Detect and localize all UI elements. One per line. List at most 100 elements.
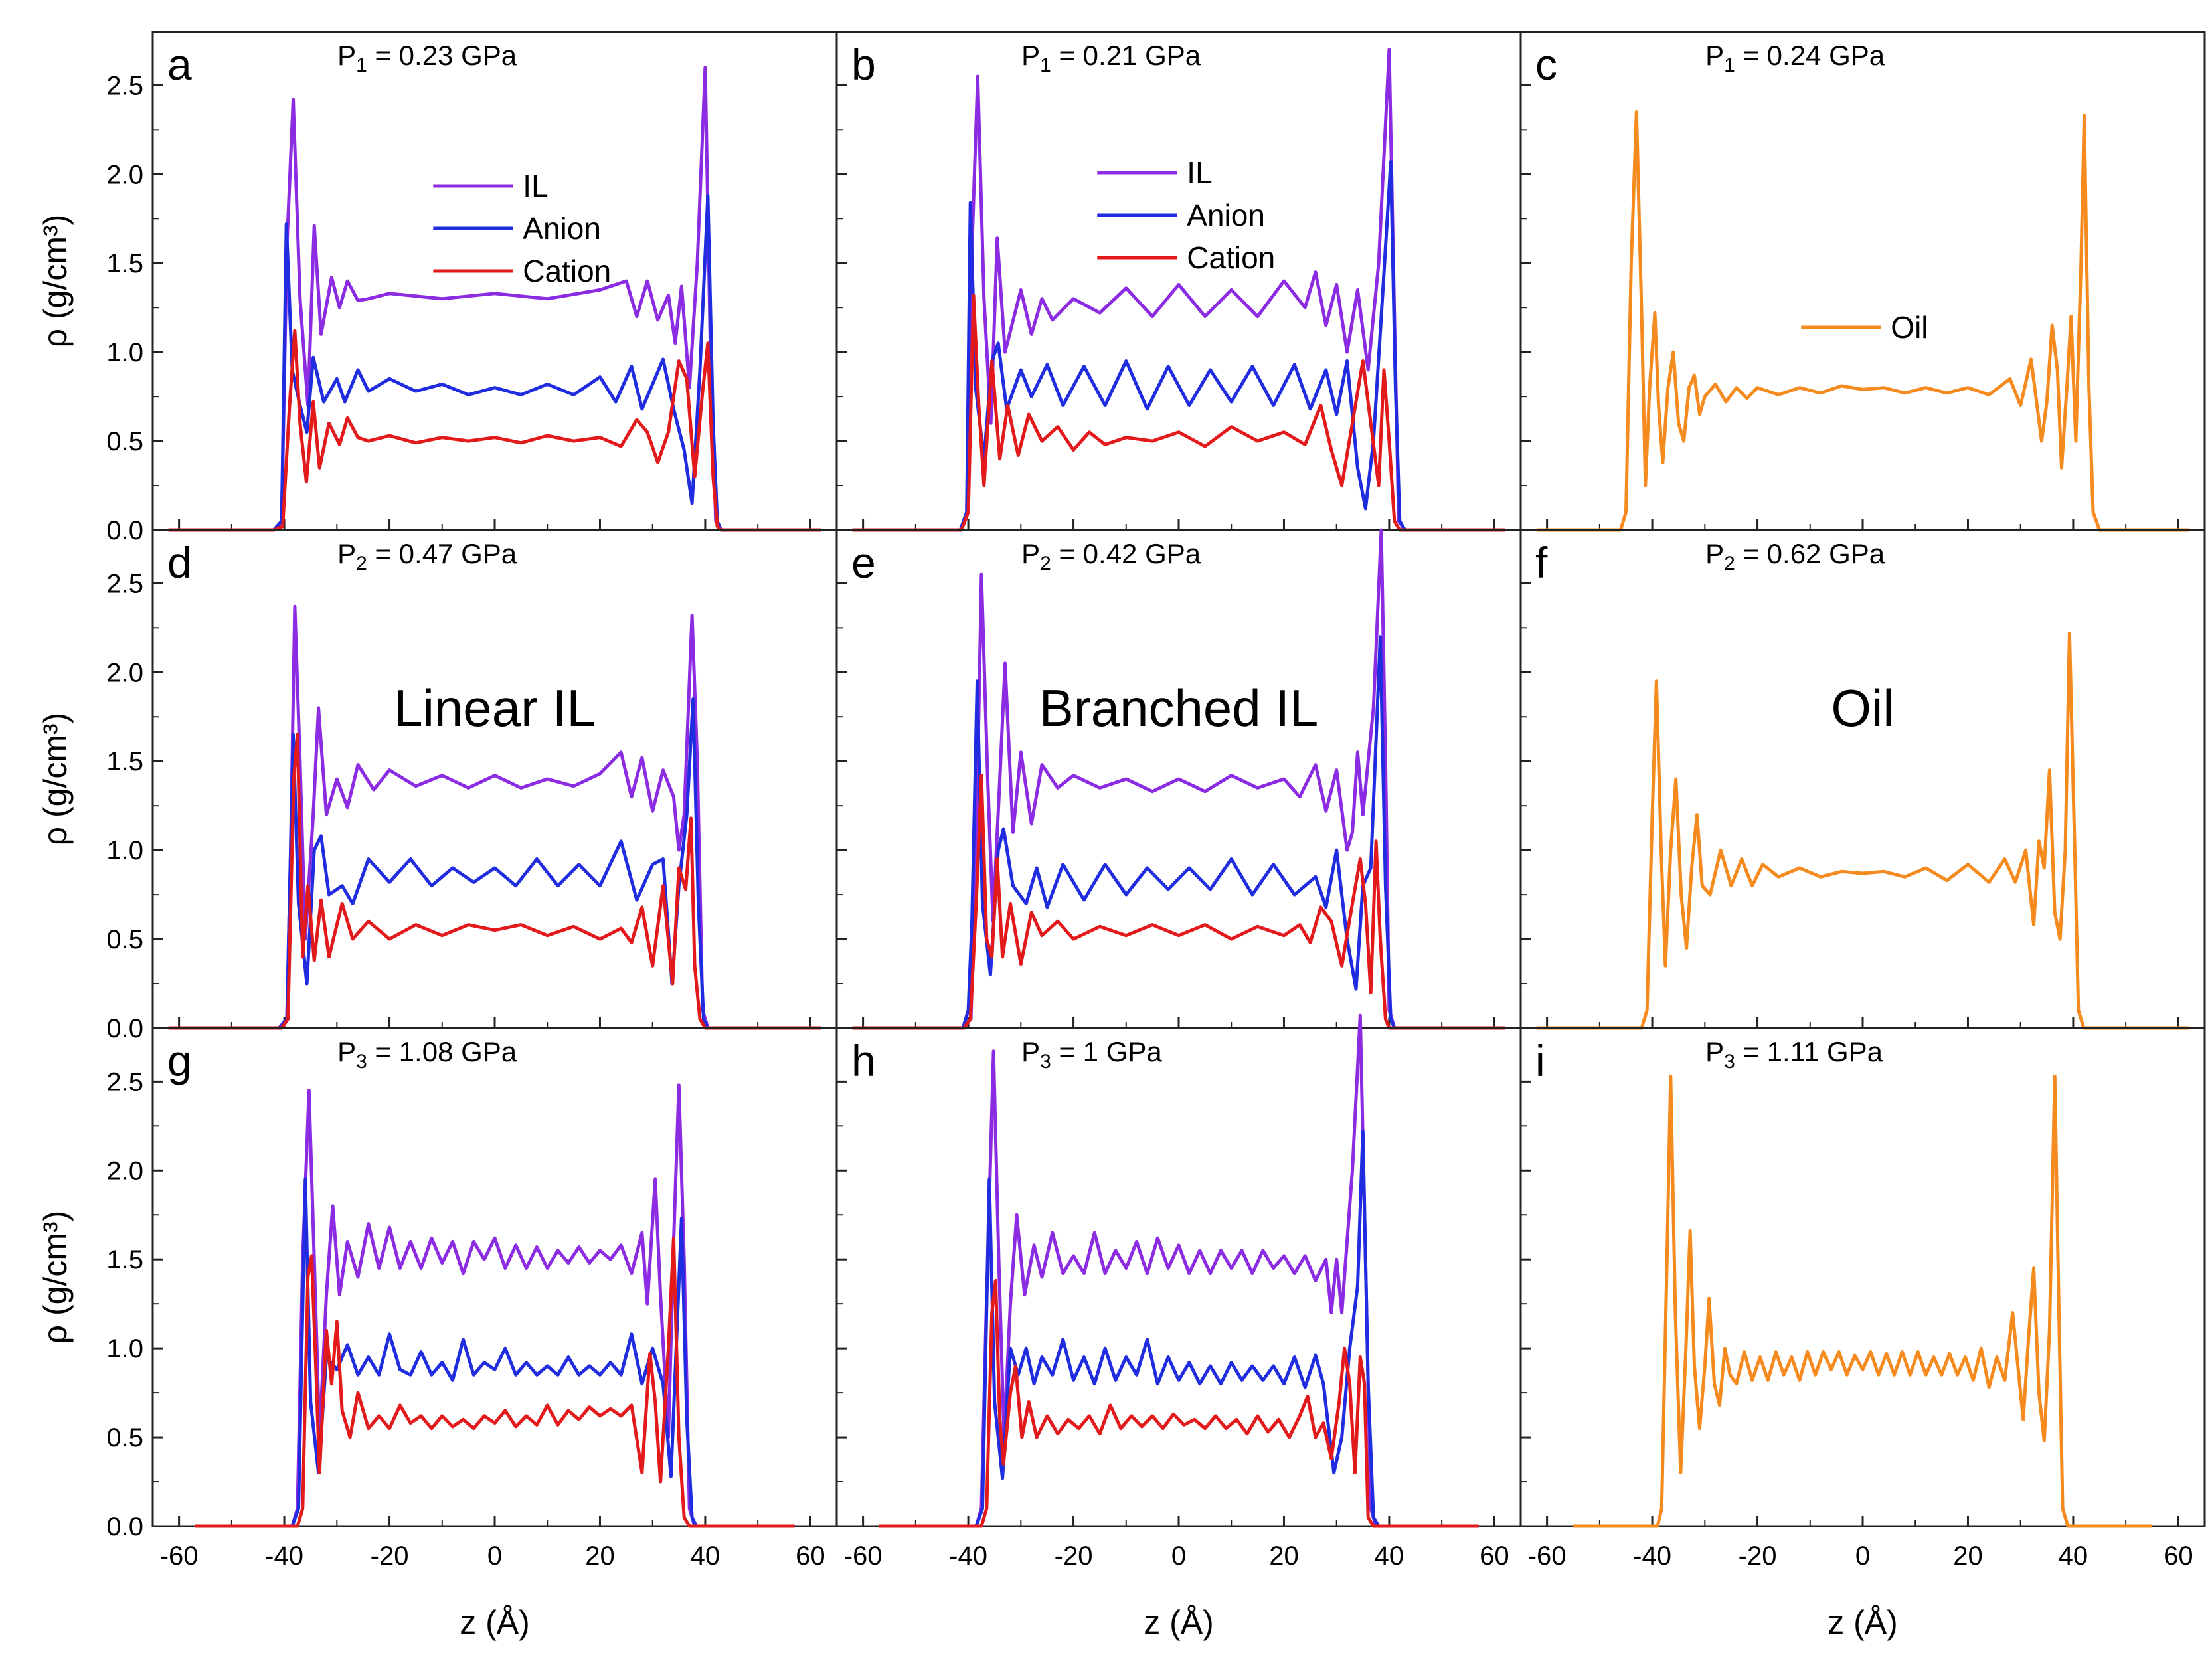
series-line-cation xyxy=(168,329,821,532)
panel-letter: g xyxy=(167,1036,192,1085)
panel-frame xyxy=(1519,529,2206,1029)
panel-d: 0.0 0.5 1.0 1.5 2.0 2.5 d P2 = 0.47 GPa Linear I… xyxy=(37,529,838,1043)
panel-letter: e xyxy=(851,538,876,587)
legend-label: Anion xyxy=(1187,198,1265,232)
y-tick-label: 1.0 xyxy=(106,1334,143,1363)
series-line-cation xyxy=(852,293,1505,532)
pressure-label: P2 = 0.47 GPa xyxy=(337,538,517,574)
y-tick-label: 2.0 xyxy=(106,1156,143,1185)
panel-h: -60 -40 -20 0 20 40 60 h P3 = 1 GPa xyxy=(835,1013,1522,1571)
x-tick-label: -60 xyxy=(1528,1541,1567,1571)
pressure-label: P3 = 1 GPa xyxy=(1021,1036,1162,1073)
series-line-cation xyxy=(852,774,1505,1030)
series-line-il xyxy=(852,528,1505,1030)
series-line-oil xyxy=(1573,1074,2152,1528)
x-tick-label: 60 xyxy=(796,1541,825,1571)
pressure-label: P3 = 1.08 GPa xyxy=(337,1036,517,1073)
y-axis-label: ρ (g/cm³) xyxy=(37,1211,74,1344)
panel-frame xyxy=(151,529,838,1029)
series-line-il xyxy=(168,604,821,1030)
panel-frame xyxy=(151,31,838,531)
y-tick-label: 0.0 xyxy=(106,516,143,545)
pressure-label: P3 = 1.11 GPa xyxy=(1705,1036,1883,1073)
x-tick-label: 0 xyxy=(1855,1541,1870,1571)
panel-letter: a xyxy=(167,40,192,89)
x-axis-label: z (Å) xyxy=(460,1604,530,1641)
x-tick-label: -40 xyxy=(949,1541,987,1571)
x-axis-label: z (Å) xyxy=(1828,1604,1898,1641)
y-tick-label: 1.5 xyxy=(106,1245,143,1274)
series-line-il xyxy=(195,1083,795,1528)
panel-letter: f xyxy=(1535,538,1548,587)
x-tick-label: 0 xyxy=(487,1541,502,1571)
x-tick-label: 40 xyxy=(691,1541,721,1571)
panel-b: b P1 = 0.21 GPa IL Anion Cation xyxy=(835,31,1522,532)
series-line-anion xyxy=(195,1177,795,1528)
x-tick-label: 40 xyxy=(2059,1541,2088,1571)
series-line-anion xyxy=(879,1129,1479,1528)
y-tick-label: 2.5 xyxy=(106,569,143,598)
x-tick-label: 0 xyxy=(1171,1541,1186,1571)
y-tick-label: 2.5 xyxy=(106,71,143,100)
panel-frame xyxy=(835,31,1522,531)
x-axis-label: z (Å) xyxy=(1144,1604,1214,1641)
panel-letter: c xyxy=(1535,40,1557,89)
panel-i: -60 -40 -20 0 20 40 60 i P3 = 1.11 GPa xyxy=(1519,1027,2206,1571)
legend-label: Cation xyxy=(1187,240,1275,275)
panel-f: f P2 = 0.62 GPa Oil xyxy=(1519,529,2206,1030)
x-tick-label: -20 xyxy=(371,1541,409,1571)
x-tick-label: -40 xyxy=(265,1541,303,1571)
panel-letter: h xyxy=(851,1036,876,1085)
series-line-anion xyxy=(168,697,821,1030)
x-tick-label: -20 xyxy=(1739,1541,1777,1571)
pressure-label: P1 = 0.24 GPa xyxy=(1705,40,1885,76)
y-tick-label: 0.5 xyxy=(106,925,143,954)
row-label: Oil xyxy=(1831,679,1894,737)
panel-a: 0.0 0.5 1.0 1.5 2.0 2.5 a P1 = 0.23 GPa IL Anion C… xyxy=(37,31,838,545)
panel-frame xyxy=(151,1027,838,1527)
y-tick-label: 1.0 xyxy=(106,836,143,865)
series-line-il xyxy=(852,48,1505,532)
series-line-cation xyxy=(168,733,821,1030)
x-tick-label: 20 xyxy=(1953,1541,1983,1571)
series-line-il xyxy=(168,66,821,532)
series-line-anion xyxy=(852,160,1505,532)
x-tick-label: 20 xyxy=(585,1541,615,1571)
x-tick-label: -60 xyxy=(844,1541,883,1571)
pressure-label: P1 = 0.23 GPa xyxy=(337,40,517,76)
y-tick-label: 2.0 xyxy=(106,658,143,687)
legend-label: Oil xyxy=(1891,310,1928,345)
panel-frame xyxy=(835,1027,1522,1527)
series-line-oil xyxy=(1536,631,2189,1030)
row-label: Branched IL xyxy=(1039,679,1319,737)
x-tick-label: -40 xyxy=(1633,1541,1671,1571)
y-tick-label: 1.5 xyxy=(106,249,143,278)
panel-c: c P1 = 0.24 GPa Oil xyxy=(1519,31,2206,532)
row-label: Linear IL xyxy=(394,679,596,737)
panel-g: 0.0 0.5 1.0 1.5 2.0 2.5 -60 -40 -20 0 20 40 60 g P3 = … xyxy=(37,1027,838,1571)
pressure-label: P2 = 0.62 GPa xyxy=(1705,538,1885,574)
x-tick-label: 40 xyxy=(1375,1541,1404,1571)
x-tick-label: 60 xyxy=(1480,1541,1509,1571)
legend-label: Anion xyxy=(523,211,601,246)
series-line-cation xyxy=(195,1236,795,1528)
panel-letter: i xyxy=(1535,1036,1545,1085)
y-tick-label: 1.0 xyxy=(106,338,143,367)
legend-label: IL xyxy=(1187,155,1212,190)
y-tick-label: 0.5 xyxy=(106,427,143,456)
panel-frame xyxy=(1519,31,2206,531)
x-tick-label: 20 xyxy=(1269,1541,1299,1571)
x-tick-label: 60 xyxy=(2164,1541,2193,1571)
y-tick-label: 1.5 xyxy=(106,747,143,776)
y-tick-label: 0.0 xyxy=(106,1014,143,1043)
legend-label: Cation xyxy=(523,254,611,288)
pressure-label: P2 = 0.42 GPa xyxy=(1021,538,1201,574)
y-tick-label: 0.0 xyxy=(106,1512,143,1541)
panel-frame xyxy=(1519,1027,2206,1527)
panel-e: e P2 = 0.42 GPa Branched IL xyxy=(835,528,1522,1030)
y-tick-label: 2.0 xyxy=(106,160,143,189)
legend-label: IL xyxy=(523,169,548,203)
series-line-il xyxy=(879,1013,1479,1528)
series-line-anion xyxy=(168,193,821,532)
